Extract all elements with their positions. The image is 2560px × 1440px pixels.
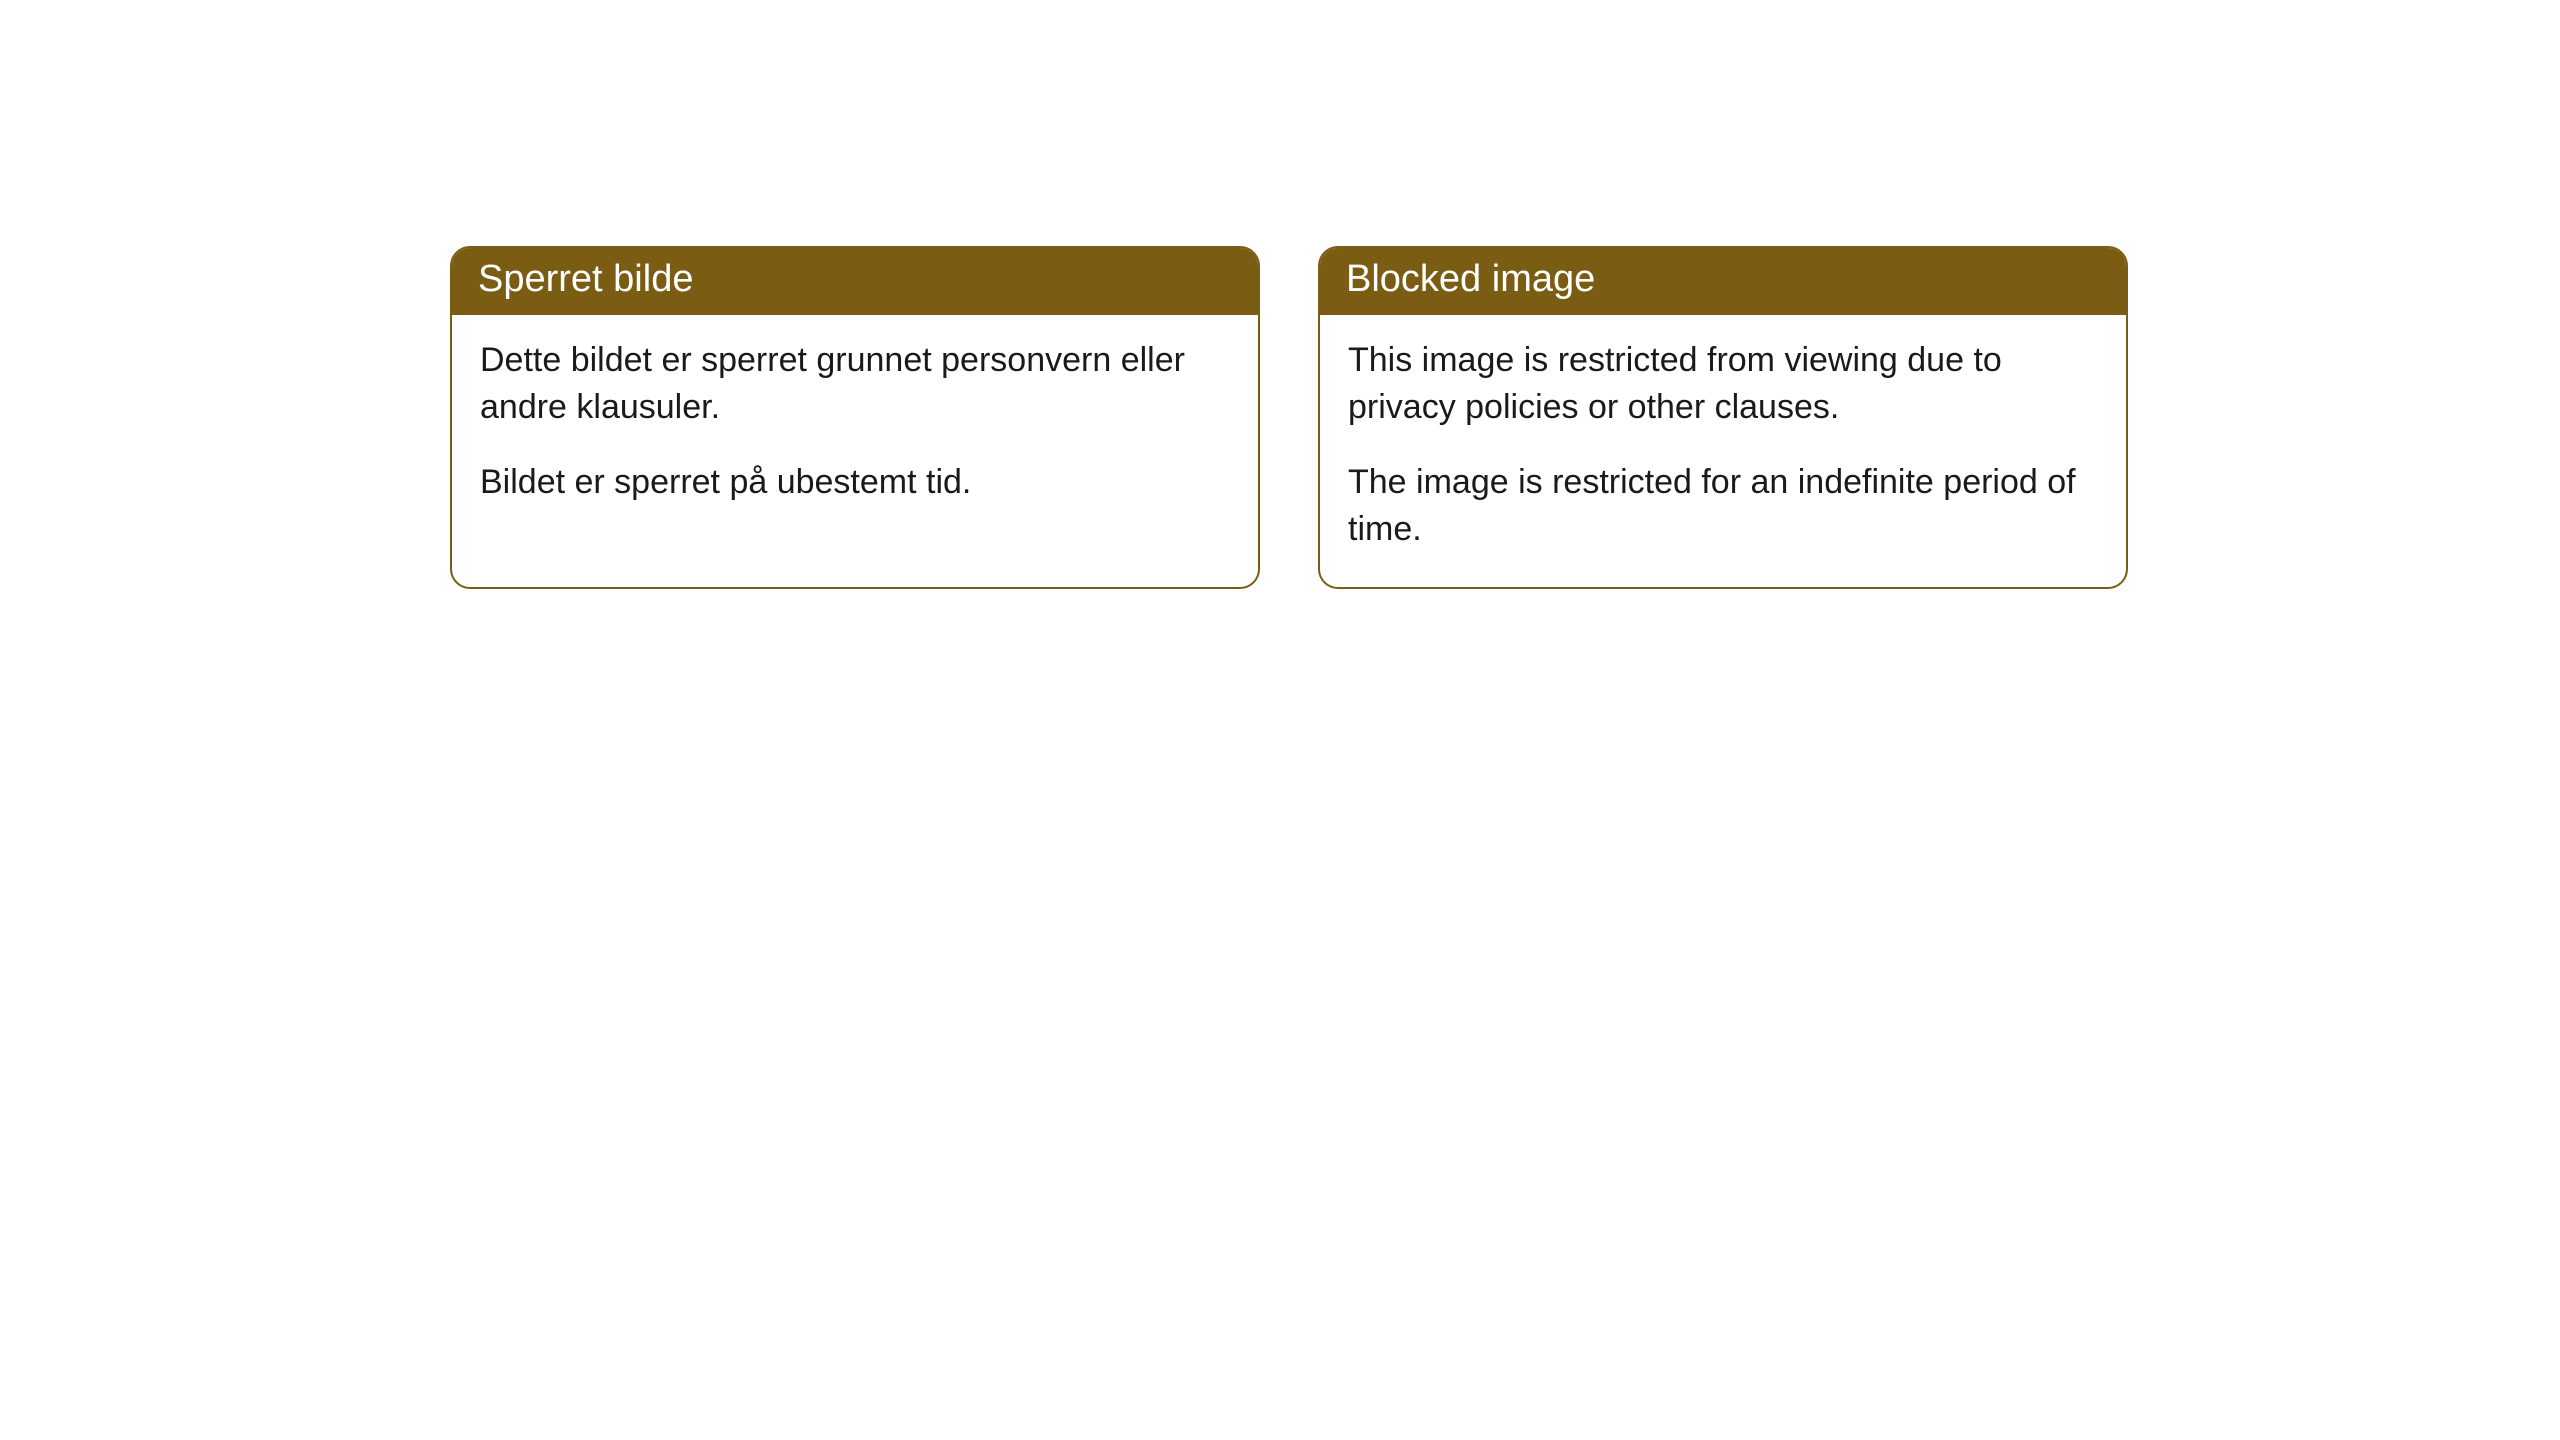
card-paragraph: This image is restricted from viewing du… bbox=[1348, 337, 2098, 431]
card-english: Blocked image This image is restricted f… bbox=[1318, 246, 2128, 589]
card-paragraph: The image is restricted for an indefinit… bbox=[1348, 459, 2098, 553]
card-paragraph: Bildet er sperret på ubestemt tid. bbox=[480, 459, 1230, 506]
card-body-english: This image is restricted from viewing du… bbox=[1320, 315, 2126, 587]
card-header-norwegian: Sperret bilde bbox=[452, 248, 1258, 315]
card-norwegian: Sperret bilde Dette bildet er sperret gr… bbox=[450, 246, 1260, 589]
cards-container: Sperret bilde Dette bildet er sperret gr… bbox=[0, 0, 2560, 589]
card-paragraph: Dette bildet er sperret grunnet personve… bbox=[480, 337, 1230, 431]
card-body-norwegian: Dette bildet er sperret grunnet personve… bbox=[452, 315, 1258, 540]
card-header-english: Blocked image bbox=[1320, 248, 2126, 315]
